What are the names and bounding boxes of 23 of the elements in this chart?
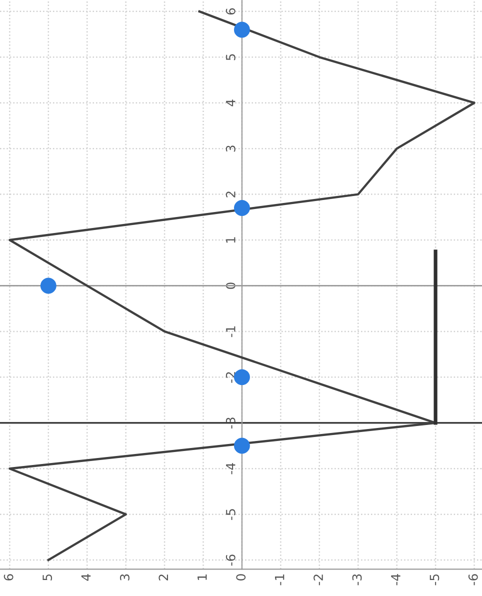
x-tick-label: -3: [352, 574, 362, 586]
y-tick-label: 1: [226, 237, 236, 243]
x-tick-label: 3: [120, 574, 130, 580]
y-tick-label: 4: [226, 100, 236, 106]
y-tick-label: -4: [226, 463, 236, 474]
x-tick-label: -4: [391, 574, 400, 586]
x-tick-label: -2: [314, 574, 323, 586]
y-tick-label: 6: [226, 8, 236, 15]
y-tick-label: 3: [226, 146, 236, 152]
x-tick-label: 0: [236, 574, 246, 580]
x-tick-label: 2: [158, 574, 168, 580]
y-tick-label: -1: [226, 326, 236, 338]
x-tick-label: 6: [4, 574, 14, 580]
x-tick-label: 5: [42, 574, 52, 580]
y-tick-label: 2: [226, 192, 236, 198]
x-tick-label: -1: [275, 574, 284, 586]
x-tick-label: 1: [198, 574, 207, 580]
x-tick-label: -5: [430, 574, 440, 586]
x-tick-label: -6: [468, 574, 478, 586]
y-tick-label: 5: [226, 54, 236, 60]
y-tick-label: -6: [226, 554, 236, 566]
x-tick-label: 4: [81, 574, 91, 581]
y-tick-label: -5: [226, 509, 236, 520]
